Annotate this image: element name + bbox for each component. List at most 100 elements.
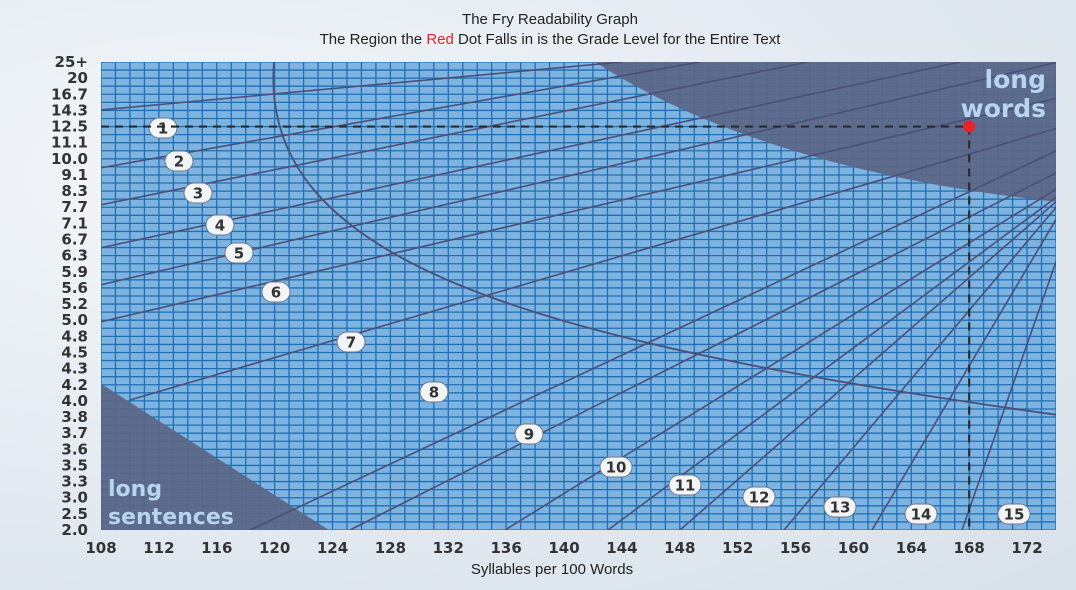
grade-boundary-line — [349, 172, 1056, 530]
grade-pill — [336, 331, 366, 353]
grade-pill — [419, 381, 449, 403]
grade-boundary-line — [504, 188, 1056, 530]
x-tick-label: 108 — [85, 539, 116, 557]
x-tick-label: 156 — [780, 539, 811, 557]
x-tick-label: 132 — [433, 539, 464, 557]
grade-boundary-line — [101, 62, 623, 111]
y-tick-label: 6.7 — [61, 231, 88, 249]
grade-pill — [183, 182, 213, 204]
grade-label: 14 — [911, 506, 932, 524]
x-tick-label: 120 — [259, 539, 290, 557]
x-tick-label: 140 — [548, 539, 579, 557]
y-tick-label: 12.5 — [51, 118, 88, 136]
grade-boundary-line — [249, 150, 1056, 530]
y-tick-label: 6.3 — [61, 247, 88, 265]
y-tick-label: 11.1 — [51, 134, 88, 152]
grade-boundary-line — [961, 259, 1056, 530]
grade-label: 4 — [215, 217, 225, 235]
grade-boundary-line — [101, 62, 701, 169]
grade-boundary-line — [871, 217, 1056, 530]
grade-boundary-line — [101, 62, 809, 206]
x-tick-label: 128 — [375, 539, 406, 557]
readability-curve — [272, 62, 1056, 416]
y-tick-label: 3.7 — [61, 424, 88, 442]
x-tick-label: 152 — [722, 539, 753, 557]
grade-pill — [261, 281, 291, 303]
y-tick-label: 20 — [67, 69, 88, 87]
grade-boundary-line — [679, 200, 1056, 530]
grade-pill — [904, 503, 938, 525]
x-tick-label: 164 — [896, 539, 927, 557]
chart-subtitle: The Region the Red Dot Falls in is the G… — [0, 30, 1076, 50]
long-words-label: long — [985, 65, 1046, 94]
grade-label: 6 — [271, 284, 281, 302]
grade-pill — [205, 214, 235, 236]
subtitle-part-3: Dot Falls in is the Grade Level for the … — [453, 31, 781, 48]
grade-pill — [148, 117, 178, 139]
x-axis-label: Syllables per 100 Words — [470, 561, 634, 578]
x-tick-label: 136 — [490, 539, 521, 557]
grade-boundary-line — [101, 62, 1056, 286]
grade-pill — [224, 242, 254, 264]
y-tick-label: 3.5 — [61, 456, 88, 474]
y-tick-label: 14.3 — [51, 101, 88, 119]
y-tick-label: 4.0 — [61, 392, 88, 410]
grade-pill — [164, 150, 194, 172]
y-tick-label: 3.8 — [61, 408, 88, 426]
grade-label: 12 — [749, 489, 770, 507]
y-tick-label: 3.6 — [61, 440, 88, 458]
grade-pill — [599, 456, 633, 478]
grade-label: 5 — [234, 245, 244, 263]
grade-label: 2 — [174, 153, 184, 171]
y-tick-label: 16.7 — [51, 85, 88, 103]
grade-boundary-line — [607, 196, 1056, 530]
y-tick-label: 2.5 — [61, 505, 88, 523]
grade-boundary-line — [783, 206, 1056, 530]
x-tick-label: 144 — [606, 539, 637, 557]
chart-titles: The Fry Readability Graph The Region the… — [0, 10, 1076, 50]
x-tick-label: 148 — [664, 539, 695, 557]
grade-pill — [514, 423, 544, 445]
x-tick-label: 112 — [143, 539, 174, 557]
y-tick-label: 5.9 — [61, 263, 88, 281]
grade-label: 8 — [429, 384, 439, 402]
y-tick-label: 2.0 — [61, 521, 88, 539]
grade-pill — [668, 474, 702, 496]
y-tick-label: 3.3 — [61, 473, 88, 491]
grade-label: 1 — [158, 120, 168, 138]
grade-boundary-line — [101, 97, 1056, 323]
long-words-region — [595, 62, 1056, 202]
x-tick-label: 168 — [954, 539, 985, 557]
y-tick-label: 4.2 — [61, 376, 88, 394]
y-tick-label: 9.1 — [61, 166, 88, 184]
subtitle-part-1: The Region the — [319, 31, 427, 48]
grade-pill — [997, 503, 1031, 525]
x-tick-label: 160 — [838, 539, 869, 557]
y-tick-label: 7.7 — [61, 198, 88, 216]
grade-label: 11 — [675, 477, 696, 495]
x-tick-label: 116 — [201, 539, 232, 557]
y-tick-label: 8.3 — [61, 182, 88, 200]
y-tick-label: 5.0 — [61, 311, 88, 329]
grade-boundary-line — [101, 62, 961, 249]
grade-label: 3 — [193, 185, 203, 203]
y-tick-label: 3.0 — [61, 489, 88, 507]
long-sentences-label: long — [108, 477, 162, 502]
y-tick-label: 4.5 — [61, 343, 88, 361]
y-tick-label: 7.1 — [61, 214, 88, 232]
grade-label: 10 — [606, 459, 627, 477]
grade-label: 9 — [524, 426, 534, 444]
grade-pill — [742, 486, 776, 508]
x-tick-label: 172 — [1011, 539, 1042, 557]
long-sentences-label: sentences — [108, 505, 234, 530]
y-tick-label: 5.6 — [61, 279, 88, 297]
grade-boundary-line — [129, 127, 1056, 401]
grade-label: 7 — [346, 334, 356, 352]
y-tick-label: 5.2 — [61, 295, 88, 313]
grade-label: 13 — [830, 499, 851, 517]
red-dot — [963, 120, 976, 133]
grade-label: 15 — [1004, 506, 1025, 524]
subtitle-red-word: Red — [426, 31, 454, 48]
